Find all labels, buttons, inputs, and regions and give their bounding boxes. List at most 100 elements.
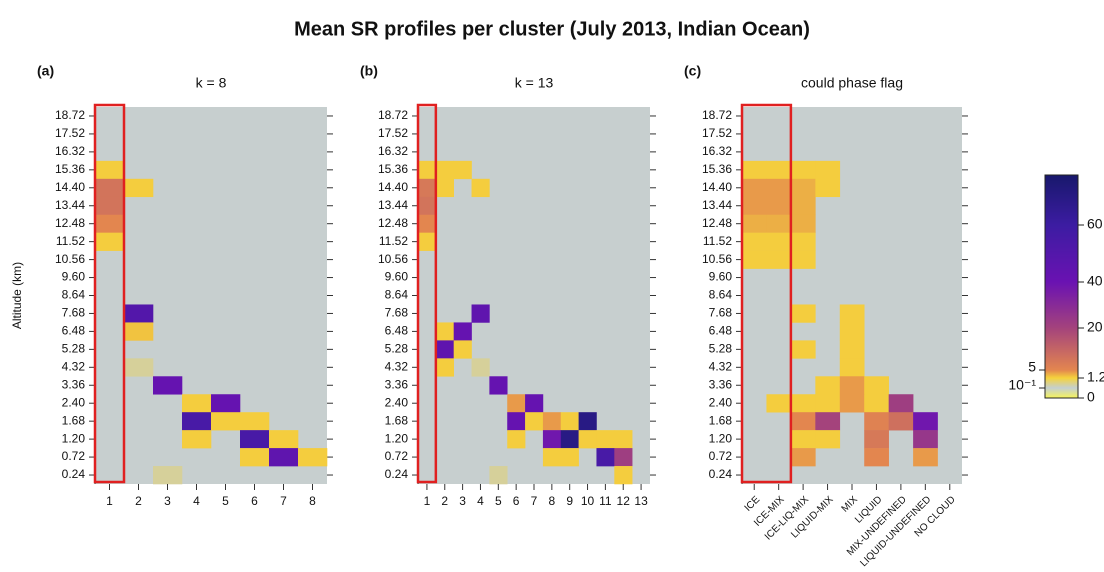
colorbar-frame bbox=[1044, 174, 1079, 399]
colorbar-slice bbox=[1045, 363, 1078, 365]
cell bbox=[913, 448, 938, 467]
colorbar-slice bbox=[1045, 215, 1078, 217]
colorbar-slice bbox=[1045, 391, 1078, 393]
colorbar-slice bbox=[1045, 279, 1078, 281]
colorbar-slice bbox=[1045, 278, 1078, 280]
y-tick-label: 9.60 bbox=[709, 270, 733, 284]
y-tick-label: 15.36 bbox=[702, 162, 732, 176]
colorbar-slice bbox=[1045, 260, 1078, 262]
colorbar-slice bbox=[1045, 347, 1078, 349]
colorbar-slice bbox=[1045, 321, 1078, 323]
colorbar-slice bbox=[1045, 246, 1078, 248]
cell bbox=[742, 160, 767, 180]
cell bbox=[839, 304, 865, 323]
colorbar-slice bbox=[1045, 332, 1078, 334]
y-tick-label: 0.24 bbox=[62, 467, 86, 481]
colorbar-slice bbox=[1045, 357, 1078, 359]
colorbar-slice bbox=[1045, 253, 1078, 255]
colorbar-slice bbox=[1045, 222, 1078, 224]
colorbar-slice bbox=[1045, 348, 1078, 350]
colorbar-slice bbox=[1045, 380, 1078, 382]
colorbar-slice bbox=[1045, 281, 1078, 283]
colorbar-slice bbox=[1045, 283, 1078, 285]
colorbar-slice bbox=[1045, 299, 1078, 301]
colorbar-slice bbox=[1045, 203, 1078, 205]
cell bbox=[560, 412, 579, 431]
cell bbox=[542, 430, 562, 449]
cell bbox=[182, 430, 212, 449]
cell bbox=[124, 322, 154, 341]
colorbar-slice bbox=[1045, 311, 1078, 313]
colorbar-slice bbox=[1045, 379, 1078, 381]
colorbar-slice bbox=[1045, 255, 1078, 257]
colorbar-slice bbox=[1045, 294, 1078, 296]
y-tick-label: 15.36 bbox=[378, 162, 408, 176]
cell bbox=[790, 448, 816, 467]
cell bbox=[864, 412, 889, 431]
y-tick-label: 1.68 bbox=[709, 413, 733, 427]
colorbar-slice bbox=[1045, 272, 1078, 274]
colorbar-tick-label: 1.2 bbox=[1087, 369, 1104, 385]
colorbar-slice bbox=[1045, 315, 1078, 317]
colorbar-slice bbox=[1045, 190, 1078, 192]
y-tick-label: 7.68 bbox=[62, 306, 86, 320]
colorbar-slice bbox=[1045, 285, 1078, 287]
y-tick-label: 3.36 bbox=[709, 377, 733, 391]
cell bbox=[418, 196, 437, 216]
colorbar-slice bbox=[1045, 296, 1078, 298]
cell bbox=[435, 178, 454, 198]
y-tick-label: 16.32 bbox=[55, 144, 85, 158]
y-tick-label: 14.40 bbox=[378, 180, 408, 194]
cell bbox=[815, 376, 841, 395]
y-tick-label: 0.72 bbox=[62, 449, 86, 463]
colorbar-slice bbox=[1045, 353, 1078, 355]
panel-label: (c) bbox=[684, 63, 701, 79]
cell bbox=[742, 178, 767, 198]
colorbar-slice bbox=[1045, 302, 1078, 304]
cell bbox=[578, 430, 597, 449]
colorbar-tick-label: 60 bbox=[1087, 216, 1103, 232]
colorbar-slice bbox=[1045, 396, 1078, 398]
colorbar-slice bbox=[1045, 245, 1078, 247]
colorbar-slice bbox=[1045, 359, 1078, 361]
colorbar-slice bbox=[1045, 334, 1078, 336]
y-tick-label: 2.40 bbox=[385, 395, 409, 409]
colorbar-slice bbox=[1045, 371, 1078, 373]
cell bbox=[864, 448, 889, 467]
colorbar-slice bbox=[1045, 316, 1078, 318]
colorbar-slice bbox=[1045, 336, 1078, 338]
cell bbox=[578, 412, 597, 431]
cell bbox=[839, 322, 865, 341]
colorbar-slice bbox=[1045, 213, 1078, 215]
cell bbox=[471, 304, 490, 323]
x-tick-label: 7 bbox=[531, 494, 538, 508]
colorbar-slice bbox=[1045, 385, 1078, 387]
colorbar-slice bbox=[1045, 342, 1078, 344]
cell bbox=[888, 394, 914, 413]
colorbar-slice bbox=[1045, 236, 1078, 238]
cell bbox=[153, 376, 183, 395]
cell bbox=[418, 178, 437, 198]
y-tick-label: 6.48 bbox=[385, 324, 409, 338]
colorbar-slice bbox=[1045, 384, 1078, 386]
y-tick-label: 12.48 bbox=[702, 216, 732, 230]
cell bbox=[124, 178, 154, 198]
colorbar-slice bbox=[1045, 182, 1078, 184]
colorbar-slice bbox=[1045, 237, 1078, 239]
colorbar-slice bbox=[1045, 308, 1078, 310]
x-tick-label: 11 bbox=[599, 494, 612, 508]
y-tick-label: 9.60 bbox=[385, 270, 409, 284]
colorbar-slice bbox=[1045, 259, 1078, 261]
colorbar-slice bbox=[1045, 221, 1078, 223]
colorbar-slice bbox=[1045, 340, 1078, 342]
y-tick-label: 13.44 bbox=[378, 198, 408, 212]
cell bbox=[542, 412, 562, 431]
highlight-box bbox=[740, 103, 793, 484]
colorbar-slice bbox=[1045, 252, 1078, 254]
panel-label: (a) bbox=[37, 63, 54, 79]
colorbar-slice bbox=[1045, 219, 1078, 221]
y-tick-label: 0.24 bbox=[709, 467, 733, 481]
x-tick-label: 8 bbox=[309, 494, 316, 508]
colorbar-slice bbox=[1045, 394, 1078, 396]
cell bbox=[790, 178, 816, 198]
